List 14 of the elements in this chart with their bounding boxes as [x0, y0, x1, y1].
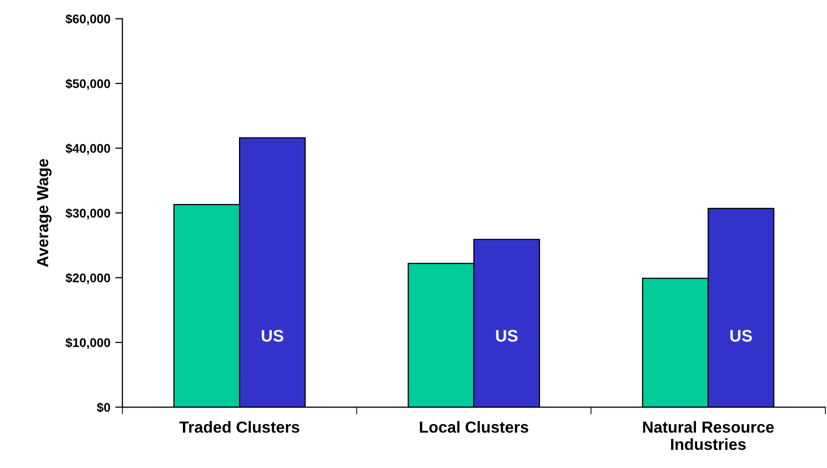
text: US	[496, 330, 518, 342]
y-axis-title: Average Wage	[37, 159, 52, 267]
y-tick-label: $50,000	[66, 78, 110, 90]
x-tick-label: Local Clusters	[420, 421, 528, 433]
x-tick-label: Traded Clusters	[179, 421, 300, 433]
y-tick-label: $0	[96, 402, 110, 413]
y-tick-label: $20,000	[66, 272, 110, 284]
y-tick-label: $40,000	[66, 143, 110, 155]
y-tick-label: $30,000	[66, 208, 110, 220]
series-label: US	[730, 330, 752, 342]
x-tick-label: Natural Resource Industries	[643, 421, 774, 450]
y-tick-label: $60,000	[66, 14, 110, 26]
y-tick-label: $10,000	[66, 338, 110, 349]
text: US	[262, 330, 284, 342]
